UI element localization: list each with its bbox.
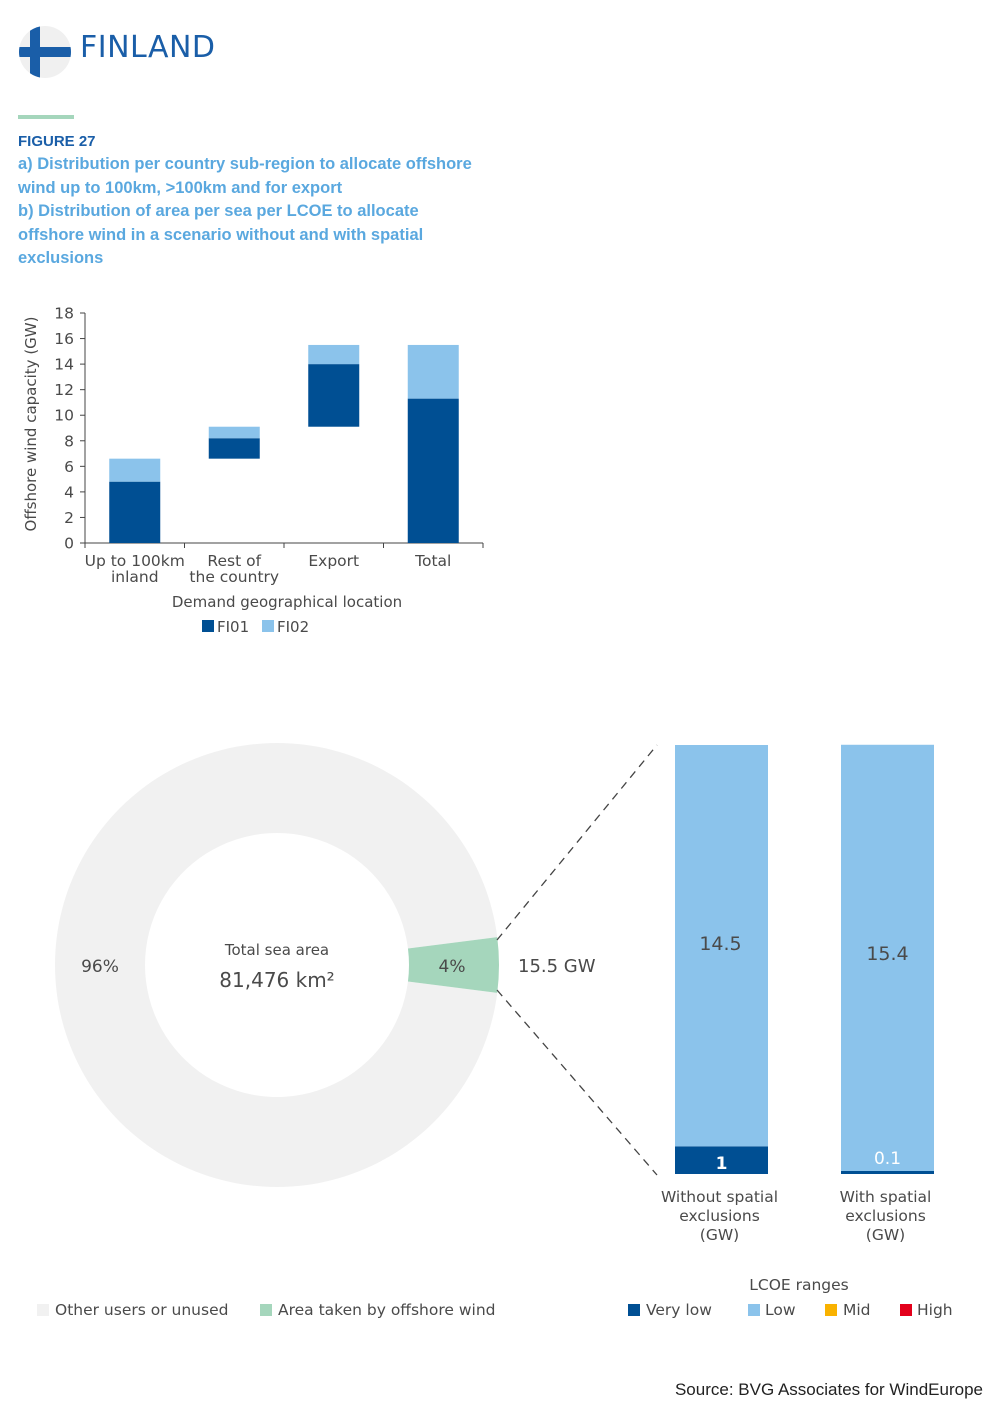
lcoe-bar-very-low-1 bbox=[675, 1146, 768, 1174]
y-tick-label: 6 bbox=[64, 458, 74, 476]
legend-swatch-other bbox=[37, 1304, 49, 1316]
callout-connectors bbox=[496, 744, 658, 1176]
bar-fi02-4 bbox=[407, 344, 459, 399]
sea-area-donut bbox=[55, 743, 499, 1187]
data-label-low: 14.5 bbox=[699, 933, 741, 955]
lcoe-bar-low-2 bbox=[841, 744, 934, 1171]
y-tick-label: 8 bbox=[64, 432, 74, 450]
y-tick-label: 18 bbox=[54, 305, 74, 323]
legend-label-high: High bbox=[917, 1301, 953, 1319]
legend-swatch-fi01 bbox=[202, 620, 214, 632]
lcoe-bar-very-low-2 bbox=[841, 1171, 934, 1174]
bar-fi01-2 bbox=[208, 438, 260, 459]
donut-slice-offshore bbox=[407, 937, 499, 993]
x-tick-label: the country bbox=[189, 568, 279, 586]
legend-label-mid: Mid bbox=[843, 1301, 871, 1319]
y-tick-label: 4 bbox=[64, 483, 74, 501]
x-tick-label: Rest of bbox=[207, 552, 261, 570]
sea-area-chart: Total sea area 81,476 km² 96% 4% 15.5 GW… bbox=[37, 743, 953, 1319]
connector-line-bottom bbox=[496, 989, 658, 1176]
area-legend: Other users or unused Area taken by offs… bbox=[37, 1301, 496, 1319]
caption-line: offshore wind in a scenario without and … bbox=[18, 225, 424, 244]
bar-fi02-1 bbox=[109, 458, 161, 482]
chart-legend: FI01 FI02 bbox=[202, 618, 309, 636]
x-axis-label: Demand geographical location bbox=[172, 593, 402, 611]
legend-swatch-very-low bbox=[628, 1304, 640, 1316]
lcoe-tick-label: (GW) bbox=[866, 1226, 905, 1244]
bar-fi02-2 bbox=[208, 426, 260, 439]
slice-label-offshore: 4% bbox=[439, 957, 466, 977]
lcoe-legend: LCOE ranges Very low Low Mid High bbox=[628, 1276, 953, 1319]
y-tick-label: 12 bbox=[54, 381, 74, 399]
x-tick-label: Total bbox=[414, 552, 451, 570]
lcoe-tick-label: Without spatial bbox=[661, 1188, 778, 1206]
finland-flag-icon bbox=[19, 26, 71, 78]
lcoe-tick-label: With spatial bbox=[840, 1188, 932, 1206]
legend-label-fi01: FI01 bbox=[217, 618, 249, 636]
caption-line: exclusions bbox=[18, 249, 104, 267]
lcoe-tick-label: (GW) bbox=[700, 1226, 739, 1244]
bar-fi01-4 bbox=[407, 398, 459, 543]
lcoe-legend-title: LCOE ranges bbox=[749, 1276, 849, 1294]
legend-swatch-high bbox=[900, 1304, 912, 1316]
data-label-very-low: 1 bbox=[716, 1154, 728, 1174]
legend-label-fi02: FI02 bbox=[277, 618, 309, 636]
x-tick-label: Up to 100km bbox=[85, 552, 185, 570]
legend-label-other: Other users or unused bbox=[55, 1301, 228, 1319]
lcoe-tick-label: exclusions bbox=[679, 1207, 760, 1225]
accent-divider bbox=[18, 115, 74, 119]
legend-label-offshore: Area taken by offshore wind bbox=[278, 1301, 496, 1319]
callout-capacity: 15.5 GW bbox=[518, 956, 596, 977]
data-label-low: 15.4 bbox=[866, 943, 908, 965]
lcoe-tick-label: exclusions bbox=[845, 1207, 926, 1225]
y-tick-label: 16 bbox=[54, 330, 74, 348]
y-tick-label: 14 bbox=[54, 356, 74, 374]
figure-label: FIGURE 27 bbox=[18, 133, 96, 150]
page-title: FINLAND bbox=[80, 30, 216, 65]
lcoe-stacked-bars: 1 14.5 0.1 15.4 bbox=[675, 744, 934, 1174]
x-tick-label: inland bbox=[111, 568, 159, 586]
x-tick-label: Export bbox=[308, 552, 359, 570]
lcoe-bar-low-1 bbox=[675, 745, 768, 1147]
y-tick-label: 0 bbox=[64, 535, 74, 553]
y-tick-label: 2 bbox=[64, 509, 74, 527]
legend-swatch-mid bbox=[825, 1304, 837, 1316]
legend-swatch-offshore bbox=[260, 1304, 272, 1316]
source-note: Source: BVG Associates for WindEurope bbox=[674, 1380, 983, 1399]
donut-center-value: 81,476 km² bbox=[219, 968, 334, 992]
figure-caption: a) Distribution per country sub-region t… bbox=[18, 153, 498, 271]
connector-line-top bbox=[496, 744, 658, 941]
bar-fi02-3 bbox=[308, 344, 360, 365]
donut-slice-other bbox=[55, 743, 498, 1187]
legend-label-low: Low bbox=[765, 1301, 796, 1319]
legend-swatch-fi02 bbox=[262, 620, 274, 632]
y-tick-label: 10 bbox=[54, 407, 74, 425]
slice-label-other: 96% bbox=[81, 957, 119, 977]
chart-bars bbox=[109, 344, 459, 543]
donut-center-title: Total sea area bbox=[224, 941, 329, 959]
legend-label-very-low: Very low bbox=[646, 1301, 712, 1319]
caption-line: b) Distribution of area per sea per LCOE… bbox=[18, 202, 419, 220]
data-label-very-low: 0.1 bbox=[874, 1149, 901, 1169]
caption-line: a) Distribution per country sub-region t… bbox=[18, 155, 472, 173]
bar-fi01-1 bbox=[109, 481, 161, 543]
caption-line: wind up to 100km, >100km and for export bbox=[18, 178, 343, 197]
bar-fi01-3 bbox=[308, 364, 360, 427]
legend-swatch-low bbox=[748, 1304, 760, 1316]
y-axis-label: Offshore wind capacity (GW) bbox=[22, 317, 40, 532]
